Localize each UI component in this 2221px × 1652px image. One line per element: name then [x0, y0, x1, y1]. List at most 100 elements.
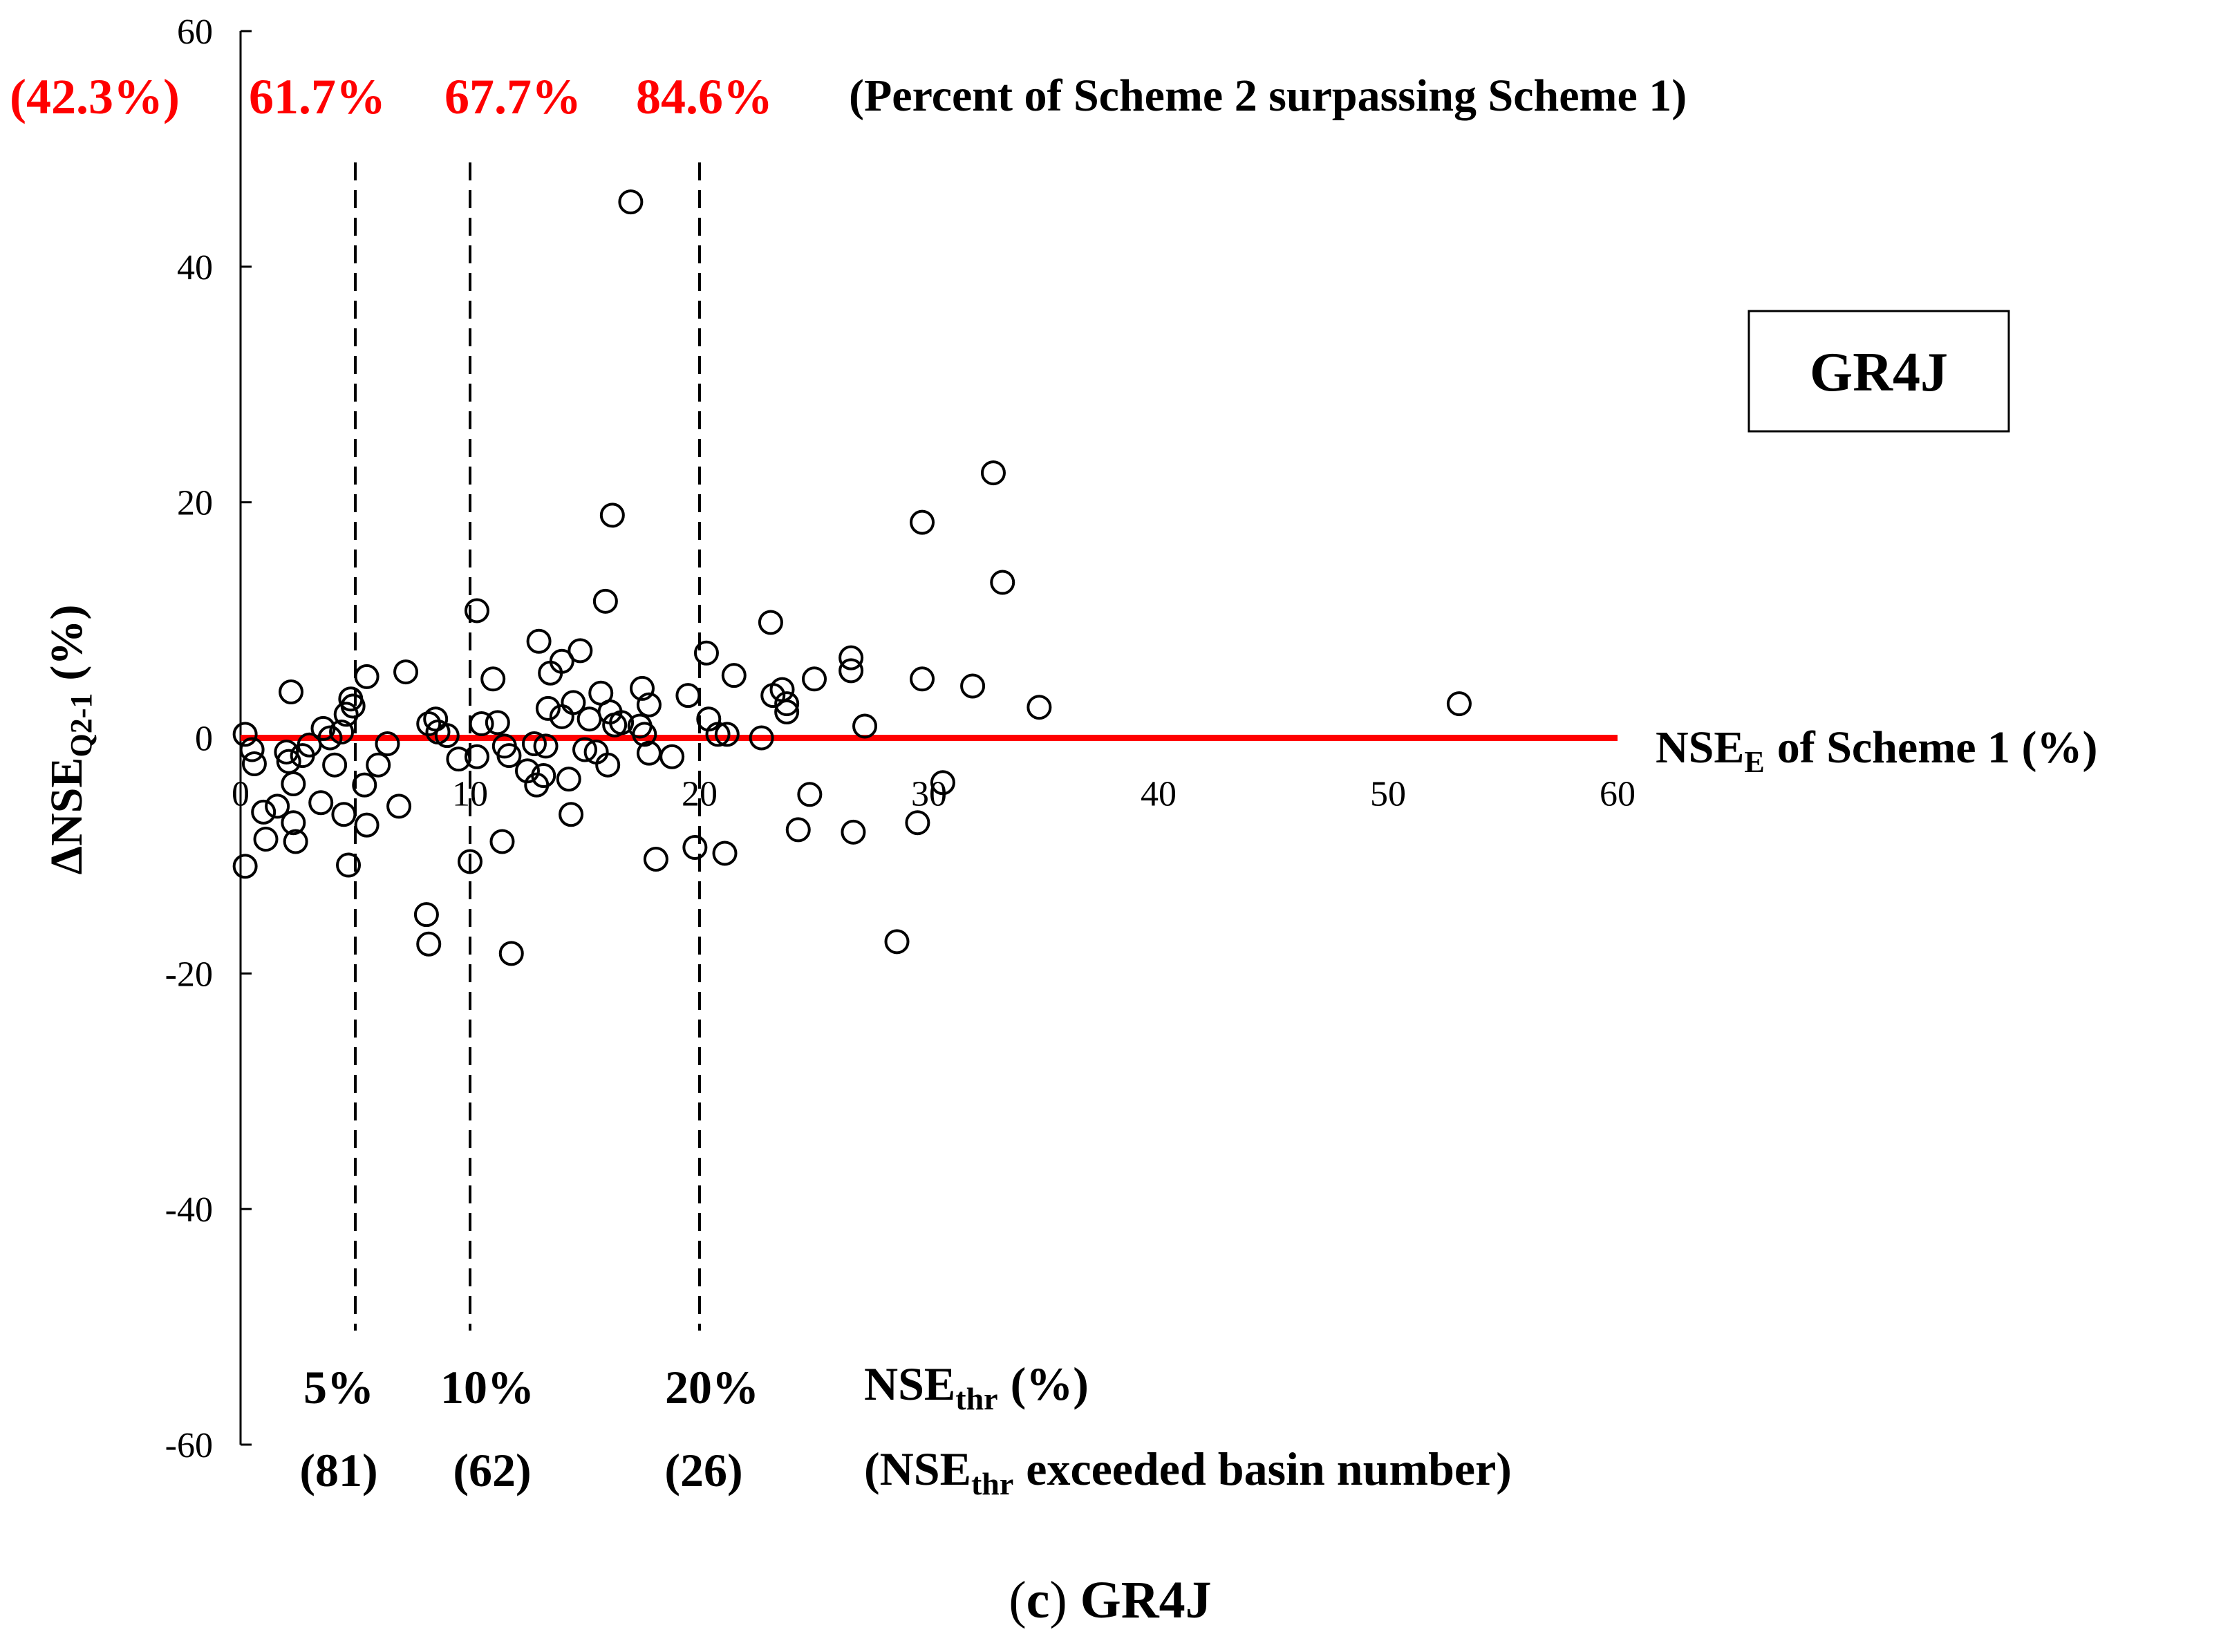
- data-point: [632, 722, 657, 747]
- thr-axis-label: NSEthr (%): [864, 1358, 1089, 1416]
- data-point: [572, 737, 597, 762]
- data-point: [910, 509, 935, 535]
- data-point: [990, 570, 1015, 595]
- data-point: [841, 819, 866, 845]
- data-point: [485, 710, 510, 735]
- thr-axis-label-sub: thr: [955, 1381, 997, 1416]
- percent-label-20: 84.6%: [636, 69, 773, 124]
- data-point: [797, 782, 823, 807]
- data-point: [636, 692, 662, 717]
- data-point: [354, 812, 379, 838]
- data-point: [281, 810, 306, 836]
- data-point: [749, 725, 774, 751]
- data-point: [693, 640, 719, 666]
- x-tick-label: 50: [1370, 775, 1406, 814]
- data-point: [413, 902, 439, 928]
- data-point: [416, 931, 442, 957]
- data-point: [354, 664, 379, 689]
- data-point: [838, 658, 864, 684]
- thr-count-label-sub: thr: [971, 1466, 1013, 1501]
- data-point: [251, 799, 277, 825]
- data-point: [279, 679, 304, 705]
- x-tick-label: 20: [682, 775, 718, 814]
- data-point: [281, 771, 306, 796]
- data-point: [317, 725, 343, 751]
- threshold-lines: [354, 162, 701, 1331]
- y-axis-label-main: ΔNSE: [41, 758, 92, 875]
- data-point: [930, 770, 955, 796]
- threshold-count-10: (62): [453, 1444, 531, 1496]
- data-point: [464, 598, 489, 623]
- data-point: [423, 706, 449, 732]
- data-point: [498, 941, 524, 966]
- data-point: [232, 722, 258, 747]
- caption-close: ): [1049, 1571, 1080, 1629]
- data-point: [265, 794, 290, 819]
- thr-axis-label-rest: (%): [1011, 1358, 1089, 1410]
- percent-label-10: 67.7%: [444, 69, 581, 124]
- data-point: [785, 817, 811, 843]
- data-point: [241, 751, 267, 776]
- data-point: [464, 744, 489, 769]
- data-point: [434, 723, 460, 749]
- x-axis-label-rest: of Scheme 1 (%): [1777, 722, 2098, 773]
- data-point: [568, 638, 593, 664]
- data-point: [675, 683, 701, 708]
- data-point: [416, 711, 442, 737]
- data-point: [714, 722, 740, 747]
- data-point: [712, 841, 738, 866]
- percent-label-5: 61.7%: [249, 69, 386, 124]
- x-axis-label-sub: E: [1744, 745, 1764, 779]
- data-point: [643, 847, 668, 872]
- data-point: [599, 503, 625, 528]
- thr-count-label-pre: (NSE: [864, 1443, 971, 1495]
- threshold-count-20: (26): [664, 1444, 742, 1496]
- data-point: [682, 834, 708, 860]
- data-point: [758, 610, 783, 635]
- title: GR4J: [1810, 342, 1948, 403]
- caption: (c) GR4J: [1009, 1571, 1211, 1629]
- data-point: [852, 713, 878, 739]
- data-point: [774, 700, 800, 725]
- data-point: [329, 719, 355, 744]
- x-ticks: 0 10 20 30 40 50 60: [232, 775, 1636, 814]
- data-point: [446, 747, 471, 772]
- data-point: [526, 628, 552, 654]
- percent-legend: (Percent of Scheme 2 surpassing Scheme 1…: [849, 71, 1687, 121]
- data-point: [659, 744, 685, 769]
- data-point: [721, 663, 747, 688]
- data-point: [960, 673, 986, 699]
- x-tick-label: 40: [1141, 775, 1177, 814]
- data-point: [496, 743, 522, 769]
- data-point: [533, 733, 559, 759]
- threshold-label-20: 20%: [665, 1361, 759, 1414]
- x-tick-label: 10: [452, 775, 488, 814]
- x-axis-label: NSEE of Scheme 1 (%): [1656, 722, 2097, 779]
- threshold-count-5: (81): [299, 1444, 377, 1496]
- caption-open: (: [1009, 1571, 1026, 1629]
- data-point: [340, 693, 366, 719]
- y-ticks: -60 -40 -20 0 20 40 60: [165, 12, 252, 1465]
- data-point: [592, 588, 618, 614]
- data-point: [630, 675, 655, 701]
- data-point: [910, 666, 935, 692]
- data-point: [774, 691, 800, 717]
- data-point: [333, 702, 359, 727]
- data-point: [531, 763, 556, 789]
- data-point: [352, 772, 377, 798]
- y-tick-label: -40: [165, 1190, 213, 1230]
- data-points: [232, 189, 1472, 966]
- data-point: [884, 929, 910, 955]
- data-point: [577, 706, 602, 732]
- data-point: [366, 752, 391, 778]
- data-point: [838, 645, 864, 670]
- x-tick-label: 0: [232, 775, 250, 814]
- y-tick-label: -20: [165, 955, 213, 994]
- caption-text: GR4J: [1080, 1571, 1212, 1629]
- data-point: [705, 722, 731, 747]
- data-point: [1446, 691, 1472, 717]
- data-point: [595, 752, 621, 778]
- caption-letter: c: [1027, 1571, 1050, 1629]
- y-axis-label-rest: (%): [41, 605, 92, 681]
- y-tick-label: 20: [177, 484, 213, 523]
